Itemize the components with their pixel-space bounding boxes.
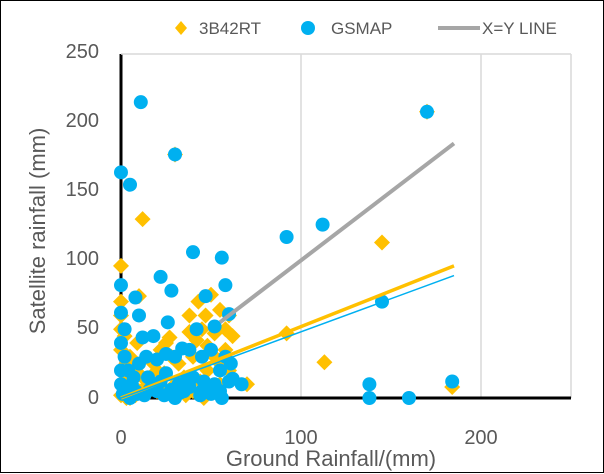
data-point-3b42rt — [316, 354, 333, 371]
data-point-gsmap — [123, 177, 137, 192]
legend-marker-3b42rt — [175, 21, 187, 35]
data-point-3b42rt — [113, 293, 129, 310]
data-point-gsmap — [117, 322, 132, 337]
legend-label-gsmap: GSMAP — [331, 19, 392, 38]
data-point-gsmap — [186, 245, 200, 260]
data-point-gsmap — [133, 95, 148, 110]
data-point-gsmap — [117, 349, 132, 364]
tick-labels: 0 100 200 0 50 100 150 200 250 — [66, 41, 498, 449]
data-point-gsmap — [114, 278, 128, 293]
y-tick-label: 100 — [66, 248, 99, 270]
data-point-gsmap — [218, 278, 233, 293]
data-point-gsmap — [160, 315, 175, 330]
y-tick-label: 200 — [66, 110, 99, 132]
data-point-gsmap — [114, 363, 128, 378]
3b42rt-trend-line — [120, 264, 455, 400]
data-point-gsmap — [204, 342, 218, 357]
data-point-gsmap — [207, 319, 222, 334]
data-point-gsmap — [402, 391, 416, 405]
data-point-gsmap — [223, 356, 238, 371]
data-point-gsmap — [132, 308, 146, 323]
legend: 3B42RT GSMAP X=Y LINE — [175, 19, 557, 38]
xy-reference-line — [218, 141, 456, 324]
y-tick-label: 0 — [88, 387, 99, 409]
y-tick-label: 250 — [66, 41, 99, 63]
data-point-gsmap — [159, 366, 173, 381]
data-point-gsmap — [214, 250, 229, 265]
legend-marker-gsmap — [301, 21, 315, 35]
data-point-gsmap — [362, 377, 377, 392]
data-point-gsmap — [189, 322, 204, 337]
data-point-gsmap — [198, 289, 213, 304]
data-point-gsmap — [214, 391, 229, 405]
data-point-gsmap — [213, 363, 227, 378]
data-point-gsmap — [128, 290, 143, 305]
x-tick-label: 0 — [115, 427, 126, 449]
data-point-gsmap — [175, 341, 190, 356]
trend-lines — [120, 141, 456, 400]
y-axis-title: Satellite rainfall (mm) — [25, 128, 50, 335]
data-point-gsmap — [178, 374, 193, 389]
data-point-3b42rt — [181, 307, 198, 324]
data-point-gsmap — [114, 165, 128, 180]
data-point-gsmap — [420, 104, 434, 119]
data-point-gsmap — [146, 329, 161, 344]
data-point-gsmap — [114, 305, 128, 320]
x-axis-title: Ground Rainfall/(mm) — [226, 446, 436, 471]
data-point-gsmap — [173, 385, 188, 400]
data-point-gsmap — [164, 283, 179, 298]
data-point-gsmap — [362, 391, 377, 405]
data-point-gsmap — [234, 377, 249, 392]
gsmap-trend-line — [120, 274, 455, 399]
data-point-gsmap — [135, 330, 150, 345]
legend-label-xy: X=Y LINE — [482, 19, 557, 38]
y-tick-label: 50 — [77, 317, 99, 339]
data-point-3b42rt — [134, 211, 151, 228]
data-point-gsmap — [114, 335, 128, 350]
data-point-gsmap — [157, 388, 172, 403]
data-point-3b42rt — [374, 234, 390, 251]
data-point-gsmap — [445, 374, 460, 389]
data-point-gsmap — [168, 147, 182, 162]
data-marks — [113, 95, 461, 406]
data-point-gsmap — [193, 388, 208, 403]
data-point-3b42rt — [197, 307, 214, 324]
data-point-3b42rt — [158, 334, 174, 351]
data-point-gsmap — [315, 217, 330, 232]
data-point-gsmap — [139, 349, 154, 364]
data-point-gsmap — [279, 230, 294, 245]
x-tick-label: 200 — [464, 427, 497, 449]
y-tick-label: 150 — [66, 179, 99, 201]
data-point-3b42rt — [113, 257, 129, 274]
data-point-3b42rt — [224, 328, 241, 345]
data-point-gsmap — [126, 370, 141, 385]
legend-label-3b42rt: 3B42RT — [199, 19, 261, 38]
grid — [300, 54, 572, 398]
data-point-gsmap — [153, 269, 168, 284]
data-point-gsmap — [159, 346, 173, 361]
x-tick-label: 100 — [284, 427, 317, 449]
